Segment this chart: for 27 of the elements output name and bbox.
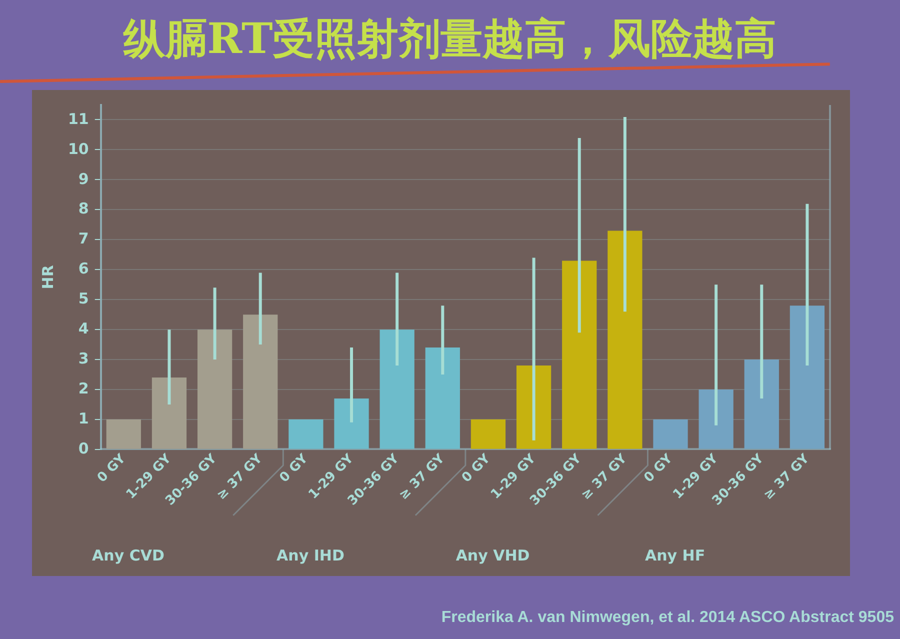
y-axis-title: HR: [38, 264, 57, 290]
x-tick-label: 0 GY: [642, 451, 676, 486]
text: Any IHD: [276, 546, 344, 564]
y-tick-label: 6: [78, 260, 89, 278]
text: Any CVD: [92, 546, 164, 564]
y-tick-label: 11: [68, 110, 89, 128]
text: Any HF: [645, 546, 706, 564]
x-tick-label: ≥ 37 GY: [578, 451, 631, 503]
y-tick-label: 5: [78, 290, 89, 308]
x-tick-label: 0 GY: [459, 451, 494, 486]
x-tick-label: ≥ 37 GY: [396, 451, 448, 503]
text: Frederika A. van Nimwegen, et al. 2014 ASCO Abstract 9505: [441, 608, 894, 627]
x-tick-label: ≥ 37 GY: [214, 451, 266, 503]
y-tick-label: 10: [68, 140, 89, 158]
chart-title: 纵膈RT受照射剂量越高，风险越高: [122, 14, 778, 64]
y-tick-label: 3: [78, 349, 89, 368]
y-tick-label: 0: [78, 439, 89, 458]
y-tick-label: 1: [78, 409, 89, 428]
text: Any VHD: [456, 546, 530, 564]
x-tick-label: ≥ 37 GY: [760, 451, 813, 503]
y-tick-label: 4: [78, 319, 89, 338]
y-tick-label: 7: [78, 230, 89, 248]
x-tick-label: 0 GY: [276, 451, 312, 486]
y-tick-label: 9: [78, 170, 89, 188]
y-tick-label: 2: [78, 379, 89, 398]
x-tick-label: 0 GY: [94, 451, 130, 486]
y-tick-label: 8: [78, 200, 89, 218]
